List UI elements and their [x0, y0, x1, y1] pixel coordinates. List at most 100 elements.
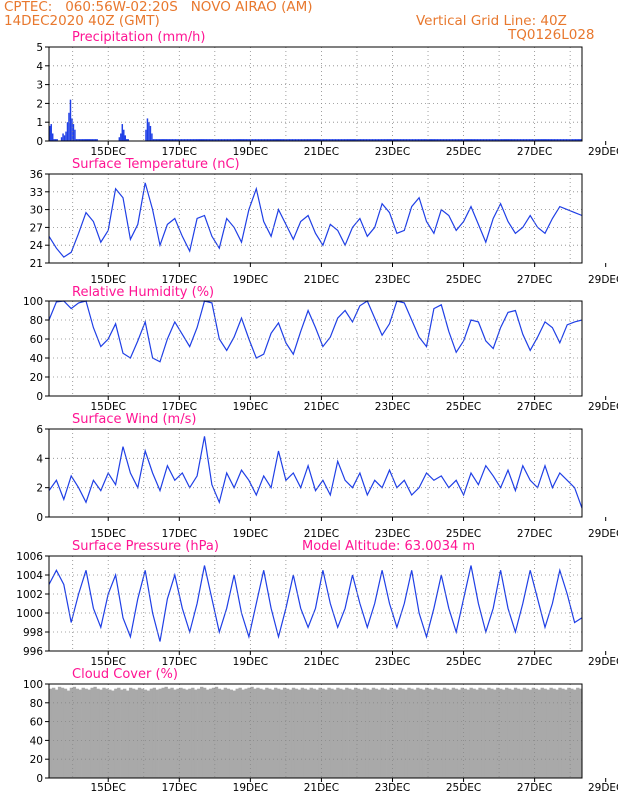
precipitation-bar	[398, 139, 400, 141]
precipitation-bar	[186, 139, 189, 141]
cloud-cover-bar	[63, 688, 68, 778]
precipitation-bar	[272, 139, 275, 141]
precipitation-bar	[531, 139, 534, 141]
precipitation-bar	[265, 139, 267, 141]
pressure-ytick-label: 998	[23, 627, 43, 639]
precipitation-title: Precipitation (mm/h)	[72, 30, 205, 45]
temperature-line	[48, 182, 583, 258]
precipitation-bar	[271, 139, 273, 141]
precipitation-bar	[239, 139, 242, 141]
precipitation-bar	[506, 139, 508, 141]
precipitation-bar	[570, 139, 572, 141]
precipitation-bar	[522, 139, 525, 141]
humidity-xtick-label: 21DEC	[304, 401, 339, 413]
precipitation-bar	[524, 139, 526, 141]
precipitation-bar	[339, 139, 341, 141]
cloud-cover-bar	[277, 688, 281, 778]
precipitation-bar	[94, 139, 97, 141]
cloud-cover-bar	[167, 688, 171, 778]
cloud-cover-bar	[288, 689, 293, 778]
cloud-cover-bar	[300, 687, 305, 778]
cloud-cover-bar	[131, 688, 136, 778]
precipitation-bar	[93, 139, 95, 141]
precipitation-bar	[205, 139, 208, 141]
humidity-panel: 0 20 40 60 80 100 15DEC 17DEC 19DEC 21DEC 23DEC 25D…	[23, 285, 618, 413]
precipitation-bar	[425, 139, 427, 141]
precipitation-bar	[488, 139, 491, 141]
precipitation-bar	[247, 139, 249, 141]
cloud-cover-bar	[96, 688, 100, 778]
precipitation-bar	[399, 139, 402, 141]
precipitation-frame	[48, 46, 583, 142]
cloud-cover-ytick-label: 0	[36, 773, 43, 785]
precipitation-bar	[146, 118, 149, 141]
precipitation-bar	[324, 139, 326, 141]
precipitation-bar	[507, 139, 510, 141]
cloud-cover-bar	[256, 687, 260, 778]
precipitation-bar	[534, 139, 537, 141]
cloud-cover-xtick-label: 15DEC	[91, 782, 126, 794]
cloud-cover-bar	[84, 688, 88, 778]
cloud-cover-bar	[466, 689, 470, 778]
precipitation-bar	[124, 135, 126, 141]
cloud-cover-bar	[351, 689, 355, 778]
precipitation-bar	[294, 139, 297, 141]
precipitation-bar	[473, 139, 476, 141]
precipitation-ytick-label: 3	[36, 80, 43, 92]
cloud-cover-bar	[226, 688, 231, 778]
cloud-cover-bar	[232, 690, 236, 778]
humidity-frame	[48, 300, 583, 397]
precipitation-bar	[71, 118, 73, 141]
cloud-cover-bar	[265, 687, 269, 778]
precipitation-bar	[164, 139, 166, 141]
cloud-cover-bar	[430, 689, 435, 778]
precipitation-bar	[290, 139, 292, 141]
precipitation-bar	[244, 139, 246, 141]
precipitation-bar	[210, 139, 212, 141]
cloud-cover-bar	[516, 688, 521, 778]
wind-panel: 0 2 4 6 15DEC 17DEC 19DEC 21DEC 23DEC 25DEC 27DEC 2…	[36, 412, 618, 540]
precipitation-bar	[438, 139, 440, 141]
precipitation-bar	[423, 139, 426, 141]
precipitation-bar	[217, 139, 220, 141]
temperature-xtick-label: 15DEC	[91, 274, 126, 286]
cloud-cover-bar	[422, 689, 426, 778]
precipitation-bar	[253, 139, 255, 141]
cloud-cover-bar	[99, 689, 103, 778]
pressure-ytick-label: 1000	[16, 608, 43, 620]
precipitation-bar	[417, 139, 420, 141]
cloud-cover-bar	[558, 687, 562, 778]
precipitation-bar	[308, 139, 310, 141]
precipitation-bar	[216, 139, 218, 141]
pressure-ytick-label: 1002	[16, 589, 43, 601]
precipitation-bar	[155, 139, 158, 141]
precipitation-bar	[325, 139, 328, 141]
humidity-xtick-label: 23DEC	[375, 401, 410, 413]
cloud-cover-bar	[507, 688, 512, 778]
cloud-cover-bar	[478, 687, 482, 778]
precipitation-bar	[121, 124, 124, 141]
temperature-xtick-label: 17DEC	[162, 274, 197, 286]
precipitation-bar	[177, 139, 180, 141]
precipitation-bar	[527, 139, 529, 141]
cloud-cover-bar	[51, 687, 56, 778]
pressure-ytick-label: 996	[23, 646, 43, 658]
precipitation-bar	[63, 135, 66, 141]
precipitation-bar	[370, 139, 372, 141]
cloud-cover-bar	[297, 689, 302, 778]
precipitation-bar	[319, 139, 322, 141]
precipitation-bar	[87, 139, 89, 141]
cloud-cover-bar	[561, 688, 565, 778]
cloud-cover-bar	[407, 687, 411, 778]
cloud-cover-bar	[321, 688, 325, 778]
cloud-cover-bar	[140, 688, 145, 778]
precipitation-bar	[497, 139, 500, 141]
precipitation-bar	[200, 139, 202, 141]
precipitation-bar	[318, 139, 320, 141]
precipitation-bar	[484, 139, 486, 141]
precipitation-bar	[393, 139, 396, 141]
cloud-cover-bar	[217, 688, 222, 778]
cloud-cover-bar	[60, 687, 65, 778]
precipitation-bar	[380, 139, 383, 141]
